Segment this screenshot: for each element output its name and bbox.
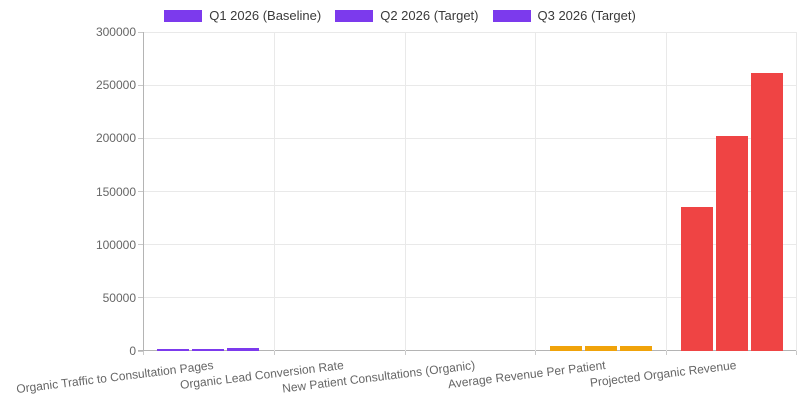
gridline-vertical [404, 32, 406, 351]
bar-3-cat-4[interactable] [619, 346, 652, 351]
y-axis-tick-label: 0 [129, 344, 136, 358]
y-tick-mark [138, 350, 143, 352]
legend-item[interactable]: Q1 2026 (Baseline) [162, 8, 323, 23]
x-axis-line [138, 350, 797, 351]
x-tick-mark [273, 351, 275, 355]
bar-2-cat-4[interactable] [584, 346, 617, 351]
x-tick-mark [404, 351, 406, 355]
y-axis-tick-label: 150000 [95, 184, 136, 199]
bar-1-cat-4[interactable] [549, 346, 582, 351]
legend-item-label: Q3 2026 (Target) [537, 8, 636, 23]
gridline-horizontal [143, 191, 797, 192]
legend-item[interactable]: Q3 2026 (Target) [491, 8, 638, 23]
gridline-horizontal [143, 84, 797, 86]
x-tick-mark [535, 351, 537, 355]
y-tick-mark [138, 297, 143, 299]
bar-2-cat-5[interactable] [715, 135, 748, 351]
y-axis-tick-label: 100000 [95, 237, 136, 252]
bar-1-cat-5[interactable] [680, 207, 713, 351]
legend-swatch-icon [335, 9, 374, 22]
chart-legend: Q1 2026 (Baseline) Q2 2026 (Target) Q3 202… [0, 8, 800, 23]
y-tick-mark [138, 244, 143, 246]
y-axis-tick-label: 250000 [95, 78, 136, 93]
gridline-vertical [796, 32, 797, 351]
legend-item[interactable]: Q2 2026 (Target) [333, 8, 480, 23]
legend-swatch-icon [164, 9, 203, 22]
plot-area [138, 31, 797, 355]
gridline-vertical [535, 32, 537, 351]
y-axis-tick-label: 200000 [95, 131, 136, 146]
x-axis-category-label: Projected Organic Revenue [589, 358, 738, 390]
gridline-vertical [666, 32, 668, 351]
y-axis-tick-label: 300000 [95, 25, 136, 39]
gridline-horizontal [143, 244, 797, 246]
bar-3-cat-5[interactable] [750, 73, 783, 351]
legend-swatch-icon [492, 9, 531, 22]
x-tick-mark [666, 351, 668, 355]
gridline-horizontal [143, 31, 797, 33]
x-tick-mark [143, 351, 144, 355]
gridline-vertical [273, 32, 275, 351]
y-tick-mark [138, 191, 143, 192]
bar-1-cat-1[interactable] [157, 349, 190, 351]
y-axis-line [143, 32, 144, 351]
y-tick-mark [138, 31, 143, 33]
gridline-horizontal [143, 297, 797, 299]
y-tick-mark [138, 137, 143, 139]
bar-2-cat-1[interactable] [192, 348, 225, 351]
legend-item-label: Q2 2026 (Target) [380, 8, 479, 23]
legend-item-label: Q1 2026 (Baseline) [209, 8, 322, 23]
y-tick-mark [138, 84, 143, 86]
x-tick-mark [796, 351, 797, 355]
y-axis-tick-label: 50000 [102, 290, 136, 305]
gridline-horizontal [143, 137, 797, 139]
bar-3-cat-1[interactable] [227, 348, 260, 351]
